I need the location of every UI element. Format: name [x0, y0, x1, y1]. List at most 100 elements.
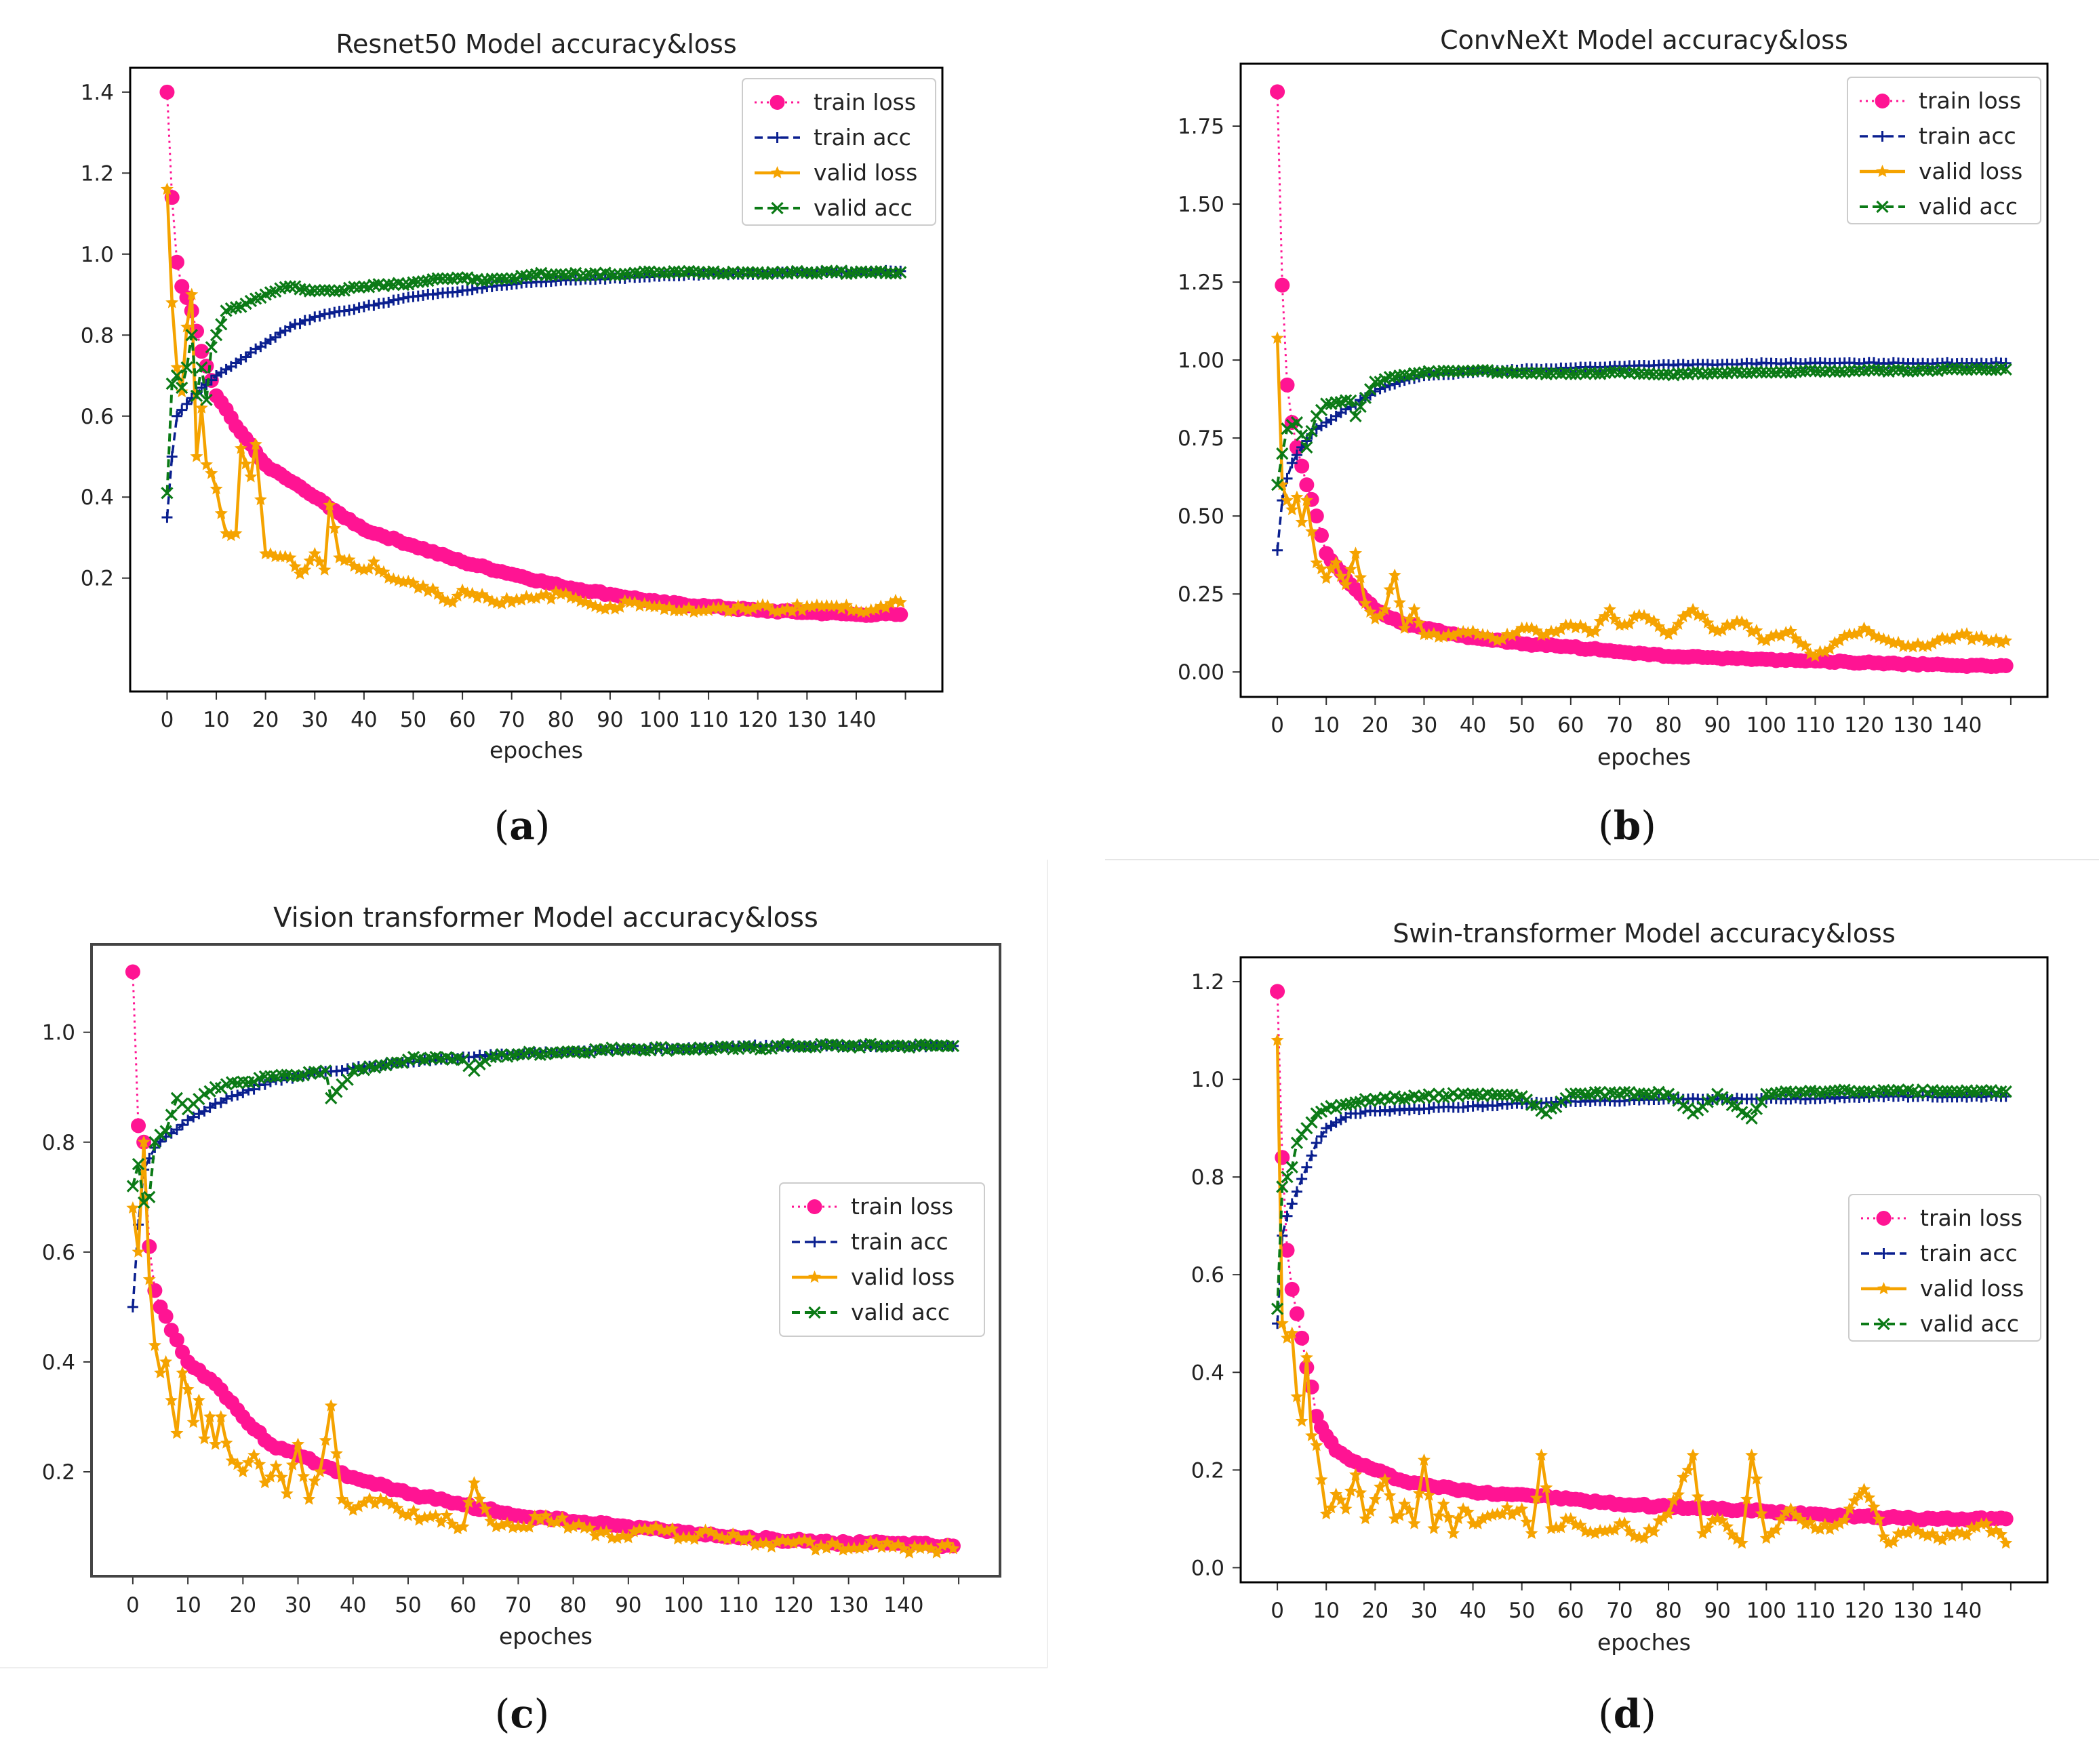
series-layer [159, 84, 908, 623]
valid-acc-marker [1858, 1085, 1871, 1098]
x-tick-label: 60 [449, 1593, 476, 1618]
valid-loss-marker [1505, 1508, 1519, 1521]
series-valid-acc [1271, 1083, 2012, 1315]
train-acc-marker [1291, 449, 1302, 461]
train-acc-marker [275, 327, 286, 338]
valid-loss-marker [137, 1135, 151, 1148]
valid-acc-marker [540, 268, 553, 282]
valid-loss-marker [946, 1542, 960, 1555]
valid-loss-marker [622, 1531, 635, 1544]
valid-acc-marker [1672, 367, 1685, 380]
valid-loss-marker [391, 1501, 404, 1514]
x-axis-label: epoches [1597, 744, 1691, 770]
valid-acc-marker [308, 284, 321, 297]
valid-loss-marker [224, 529, 238, 542]
train-acc-marker [1409, 1103, 1420, 1115]
valid-acc-marker [1921, 364, 1934, 377]
train-loss-marker [1998, 1511, 2014, 1527]
valid-acc-marker [583, 1046, 597, 1059]
valid-acc-marker [490, 273, 504, 285]
valid-loss-marker [1398, 1497, 1412, 1510]
valid-loss-marker [1505, 628, 1519, 641]
valid-acc-marker [209, 329, 223, 342]
valid-loss-marker [1784, 624, 1797, 637]
legend: train loss train acc valid loss valid acc [742, 78, 936, 226]
valid-acc-marker [673, 265, 685, 279]
x-tick-label: 100 [1746, 713, 1786, 738]
valid-acc-marker [215, 318, 228, 331]
valid-acc-marker [855, 265, 868, 278]
valid-loss-marker [795, 603, 809, 616]
valid-acc-marker [185, 329, 198, 342]
valid-acc-marker [1462, 1088, 1475, 1101]
valid-acc-marker [367, 279, 380, 292]
valid-acc-marker [1647, 368, 1660, 381]
train-acc-marker [264, 334, 276, 345]
train-acc-marker [1492, 1100, 1503, 1111]
valid-acc-marker [1290, 416, 1304, 429]
x-tick-label: 30 [285, 1593, 311, 1618]
valid-loss-marker [297, 1469, 311, 1482]
valid-loss-marker [446, 595, 460, 608]
caption-open: ( [494, 803, 510, 849]
valid-acc-marker [805, 266, 818, 279]
valid-loss-marker [342, 553, 356, 565]
valid-loss-marker [479, 1502, 492, 1515]
valid-loss-marker [1877, 1529, 1890, 1542]
series-train-acc [1272, 357, 2012, 556]
x-tick-label: 70 [505, 1593, 532, 1618]
y-tick-label: 0.4 [42, 1350, 75, 1375]
valid-acc-marker [798, 1040, 811, 1053]
valid-loss-marker [258, 1476, 272, 1489]
valid-acc-marker [143, 1190, 156, 1203]
valid-acc-marker [1941, 1085, 1954, 1098]
valid-loss-marker [1647, 1525, 1660, 1538]
valid-acc-marker [884, 267, 897, 280]
valid-acc-marker [1281, 1171, 1294, 1184]
caption-letter: a [509, 803, 535, 849]
legend-label: train acc [851, 1228, 948, 1255]
valid-loss-marker [693, 1526, 706, 1539]
valid-acc-marker [1564, 1087, 1577, 1100]
valid-loss-marker [528, 1509, 542, 1522]
valid-loss-marker [154, 1366, 167, 1379]
valid-loss-marker [1750, 1472, 1763, 1485]
valid-loss-marker [550, 1515, 563, 1528]
valid-loss-marker [761, 599, 774, 612]
valid-loss-marker [198, 1432, 211, 1445]
valid-acc-marker [1344, 394, 1357, 407]
chart-panel-c: Vision transformer Model accuracy&loss 0 1… [42, 902, 1001, 1737]
train-loss-marker [1876, 1211, 1892, 1226]
legend-label: train loss [851, 1193, 953, 1220]
caption-letter: d [1614, 1691, 1641, 1737]
valid-acc-marker [1906, 365, 1919, 378]
valid-loss-marker [786, 605, 799, 618]
valid-loss-marker [1940, 1527, 1954, 1540]
x-tick-label: 80 [1655, 1599, 1681, 1623]
valid-acc-marker [214, 1082, 227, 1095]
valid-loss-marker [1965, 633, 1978, 645]
valid-acc-marker [205, 341, 218, 354]
valid-acc-marker [161, 487, 174, 500]
caption-close: ) [534, 1691, 550, 1737]
valid-acc-marker [1706, 366, 1719, 380]
valid-loss-marker [599, 602, 612, 615]
valid-loss-marker [181, 1382, 195, 1395]
train-acc-marker [466, 284, 478, 296]
valid-loss-marker [633, 1523, 646, 1536]
valid-acc-marker [1305, 1116, 1318, 1129]
valid-loss-marker [1995, 636, 2007, 649]
caption-close: ) [535, 803, 551, 849]
valid-acc-marker [555, 268, 567, 281]
valid-acc-marker [1383, 371, 1397, 384]
train-loss-marker [1294, 458, 1310, 474]
valid-acc-marker [1466, 1087, 1479, 1100]
legend-label: valid acc [851, 1299, 950, 1325]
valid-acc-marker [1354, 400, 1367, 414]
valid-loss-marker [1344, 562, 1357, 575]
valid-loss-marker [1677, 1470, 1690, 1483]
valid-acc-marker [412, 275, 424, 289]
valid-loss-marker [1540, 1481, 1553, 1494]
valid-acc-marker [148, 1136, 161, 1148]
valid-loss-marker [426, 582, 439, 595]
